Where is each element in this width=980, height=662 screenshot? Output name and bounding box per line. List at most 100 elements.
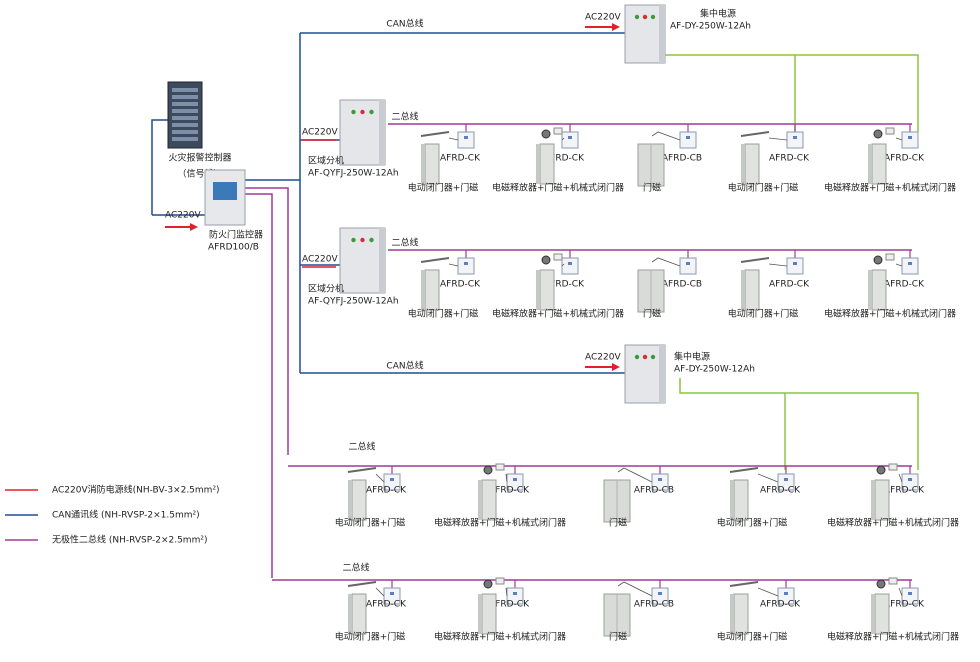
legend-label: 无极性二总线 (NH-RVSP-2×2.5mm²) <box>52 534 207 546</box>
door-frame <box>871 594 875 634</box>
device-caption: 门磁 <box>643 308 661 320</box>
door <box>871 269 887 311</box>
sub-unit-shade <box>379 228 385 293</box>
door <box>871 143 887 185</box>
device-caption: 门磁 <box>609 631 627 643</box>
door-closer <box>888 463 898 471</box>
magnet-release <box>541 129 551 139</box>
ac-label: AC220V <box>585 13 621 23</box>
indicator <box>650 354 656 360</box>
module-led <box>464 262 468 265</box>
wire <box>898 473 903 483</box>
monitor-label: 防火门监控器 <box>209 229 263 241</box>
module-label: AFRD-CK <box>544 154 585 164</box>
door <box>733 593 749 635</box>
door-frame <box>741 144 745 184</box>
wire <box>561 263 565 267</box>
device-caption: 门磁 <box>609 517 627 529</box>
door-frame <box>478 480 482 520</box>
module-label: AFRD-CK <box>884 280 925 290</box>
module-led <box>658 592 662 595</box>
door-frame <box>421 270 425 310</box>
module <box>561 257 579 275</box>
ac-label: AC220V <box>302 128 338 138</box>
device-caption: 电动闭门器+门磁 <box>717 517 788 529</box>
module-led <box>793 136 797 139</box>
wire <box>617 581 653 597</box>
door <box>539 143 555 185</box>
module-led <box>784 592 788 595</box>
device-caption: 电动闭门器+门磁 <box>728 308 799 320</box>
power-line <box>679 378 919 470</box>
sub-unit-label: 区域分机 <box>308 155 344 167</box>
device-caption: 电磁释放器+门磁+机械式闭门器 <box>434 517 566 529</box>
arrow-head <box>190 223 198 231</box>
magnet-release <box>876 579 886 589</box>
bus-line <box>245 187 289 455</box>
door-frame <box>730 594 734 634</box>
device-caption: 电磁释放器+门磁+机械式闭门器 <box>824 308 956 320</box>
door-frame <box>536 144 540 184</box>
module <box>561 131 579 149</box>
module <box>679 257 697 275</box>
device-caption: 电动闭门器+门磁 <box>335 517 406 529</box>
door-closer <box>553 127 563 135</box>
indicator <box>634 14 640 20</box>
arrow-head <box>612 23 620 31</box>
device-caption: 电磁释放器+门磁+机械式闭门器 <box>827 631 959 643</box>
sub-unit-model: AF-QYFJ-250W-12Ah <box>308 297 399 307</box>
door-frame <box>421 144 425 184</box>
bus-label: 二总线 <box>342 562 369 574</box>
door <box>481 479 497 521</box>
module-led <box>686 262 690 265</box>
controller-panel <box>172 109 198 113</box>
ac-label: AC220V <box>302 255 338 265</box>
module <box>786 257 804 275</box>
sub-unit-label: 区域分机 <box>308 283 344 295</box>
door <box>744 269 760 311</box>
door <box>351 479 367 521</box>
wire <box>898 587 903 597</box>
indicator <box>650 14 656 20</box>
device-caption: 电动闭门器+门磁 <box>408 182 479 194</box>
module-label: AFRD-CK <box>544 280 585 290</box>
module-led <box>513 478 517 481</box>
monitor-model: AFRD100/B <box>208 243 259 253</box>
wire <box>651 131 681 141</box>
power-label: 集中电源 <box>700 8 736 20</box>
door-closer <box>740 131 770 137</box>
bus-label: 二总线 <box>348 441 375 453</box>
module-led <box>390 592 394 595</box>
power-label: 集中电源 <box>674 351 710 363</box>
door-closer <box>885 127 895 135</box>
sub-unit-shade <box>379 100 385 165</box>
sub-unit-model: AF-QYFJ-250W-12Ah <box>308 169 399 179</box>
module-label: AFRD-CK <box>440 154 481 164</box>
indicator <box>369 237 374 243</box>
controller-label: 火灾报警控制器 <box>168 152 231 164</box>
door-closer <box>495 577 505 585</box>
door-closer <box>888 577 898 585</box>
door-frame <box>868 270 872 310</box>
door-frame <box>871 480 875 520</box>
module-label: AFRD-CB <box>634 486 674 496</box>
indicator <box>360 109 365 115</box>
module-label: AFRD-CK <box>760 600 801 610</box>
ac-label: AC220V <box>585 353 621 363</box>
controller-panel <box>172 137 198 141</box>
door <box>424 143 440 185</box>
door-frame <box>868 144 872 184</box>
module-led <box>908 136 912 139</box>
device-caption: 电磁释放器+门磁+机械式闭门器 <box>492 308 624 320</box>
module-label: AFRD-CB <box>662 280 702 290</box>
ac-label: AC220V <box>165 211 201 221</box>
magnet-release <box>876 465 886 475</box>
controller-panel <box>172 88 198 92</box>
wire <box>561 137 565 141</box>
module-led <box>908 592 912 595</box>
controller-panel <box>172 102 198 106</box>
signal-line <box>151 119 168 215</box>
wire <box>505 587 508 597</box>
module-label: AFRD-CK <box>884 486 925 496</box>
indicator <box>351 109 356 115</box>
